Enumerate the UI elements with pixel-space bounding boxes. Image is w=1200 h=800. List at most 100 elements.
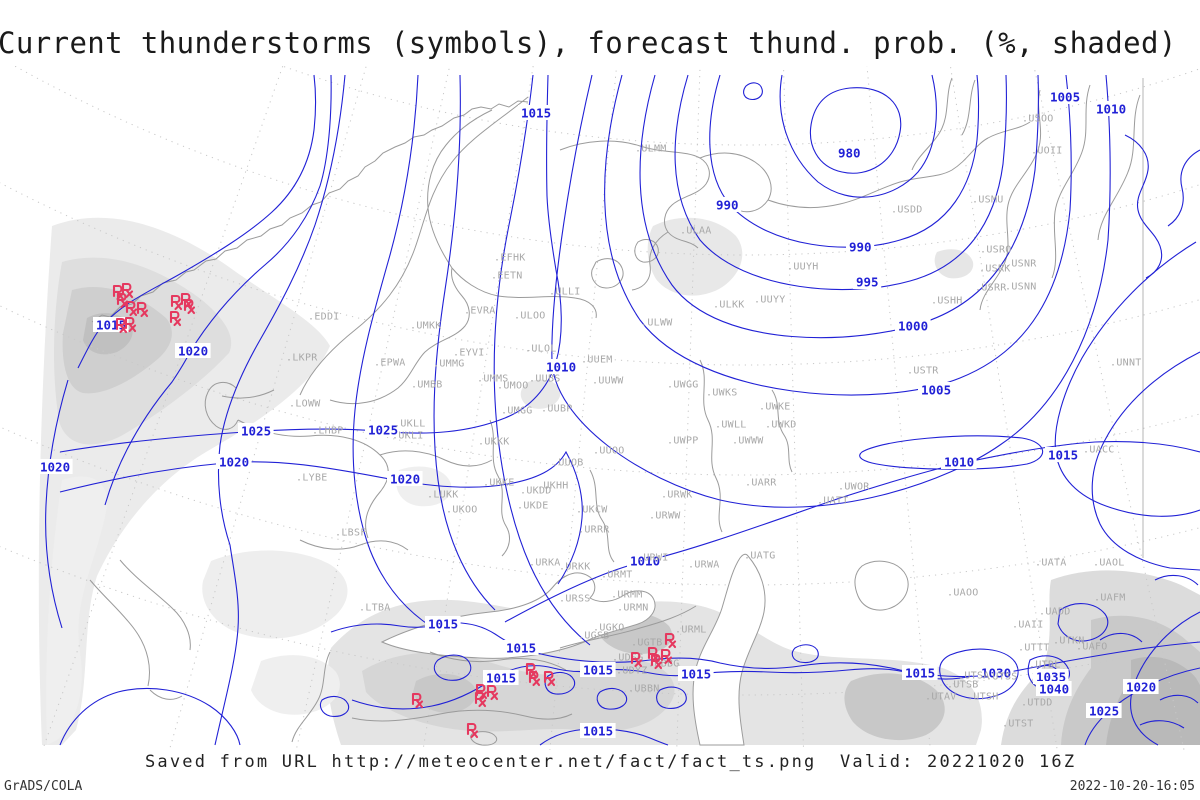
station-label: .UDSG — [612, 653, 644, 664]
station-label: .UTAV — [925, 692, 957, 703]
station-label: .USRR — [975, 283, 1007, 294]
station-label: .UATT — [817, 496, 849, 507]
station-label: .URWW — [649, 511, 681, 522]
station-label: .UWOR — [838, 482, 870, 493]
station-label: .USRO — [980, 245, 1012, 256]
station-label: .UGTB — [631, 638, 663, 649]
station-label: .UWGG — [667, 380, 699, 391]
station-label: .UUBP — [541, 404, 573, 415]
station-label: .UMKK — [410, 321, 442, 332]
isobar-label: 1015 — [96, 318, 126, 333]
isobar-label: 1005 — [1050, 90, 1080, 105]
station-label: .ULAA — [680, 226, 712, 237]
station-label: .URSS — [559, 594, 591, 605]
isobar-label: 1025 — [368, 423, 398, 438]
station-label: .UKCW — [576, 505, 608, 516]
station-label: .UTSB — [947, 680, 979, 691]
station-label: .URMN — [617, 603, 649, 614]
station-label: .UGKO — [593, 623, 625, 634]
station-label: .UTSH — [967, 692, 999, 703]
station-label: .UKOO — [446, 505, 478, 516]
isobar-label: 1010 — [546, 360, 576, 375]
station-label: .UTST — [1002, 719, 1034, 730]
station-label: .UUBS — [529, 374, 561, 385]
station-label: .UTDL — [1029, 660, 1061, 671]
station-label: .UMMS — [477, 374, 509, 385]
station-label: .URKK — [559, 562, 591, 573]
isobar-label: 1020 — [178, 344, 208, 359]
station-label: .UWLL — [715, 420, 747, 431]
station-label: .UNNT — [1110, 358, 1142, 369]
station-label: .ULOL — [525, 344, 557, 355]
station-label: .UAOO — [947, 588, 979, 599]
station-label: .URWK — [661, 490, 693, 501]
isobar-label: 1020 — [219, 455, 249, 470]
station-label: .UBBG — [648, 659, 680, 670]
isobar-label: 1040 — [1039, 682, 1069, 697]
station-label: .ULMM — [635, 144, 667, 155]
station-label: .UKKE — [483, 478, 515, 489]
station-label: .UKDD — [520, 486, 552, 497]
station-label: .UUWW — [592, 376, 624, 387]
isobar-label: 1015 — [583, 663, 613, 678]
isobar-layer — [45, 74, 1200, 746]
station-label: .UUYY — [754, 295, 786, 306]
isobar-label: 1020 — [1126, 680, 1156, 695]
station-label: .UUOB — [552, 458, 584, 469]
station-label: .UACC — [1083, 445, 1115, 456]
station-label: .UMBB — [411, 380, 443, 391]
station-label: .UGSB — [578, 631, 610, 642]
station-label: .USMU — [972, 195, 1004, 206]
station-label: .UWKS — [706, 388, 738, 399]
station-label: .UKLI — [392, 431, 424, 442]
station-label: .URML — [675, 625, 707, 636]
station-label: .URWI — [637, 553, 669, 564]
station-label: .UOII — [1031, 146, 1063, 157]
isobar-label: 1015 — [583, 724, 613, 739]
station-label: .USOO — [1022, 114, 1054, 125]
station-label: .UTKN — [1053, 636, 1085, 647]
isobar-label: 990 — [849, 240, 872, 255]
station-label: .USTR — [907, 366, 939, 377]
station-label: .URKA — [529, 558, 561, 569]
station-label: .UUOO — [593, 446, 625, 457]
station-label: .LTBA — [359, 603, 391, 614]
station-label: .UTSS — [986, 672, 1018, 683]
isobar-label: 1015 — [506, 641, 536, 656]
station-label: .UAOL — [1093, 558, 1125, 569]
isobar-label: 1025 — [1089, 704, 1119, 719]
footer-valid-time: Valid: 20221020 16Z — [840, 752, 1077, 772]
isobar-label: 990 — [716, 198, 739, 213]
station-label: .ULOO — [514, 311, 546, 322]
footer-source-url: Saved from URL http://meteocenter.net/fa… — [145, 752, 817, 772]
station-label: .LOWW — [289, 399, 321, 410]
isobar-label: 1015 — [681, 667, 711, 682]
isobar-label: 1015 — [1048, 448, 1078, 463]
station-label: .UMMG — [433, 359, 465, 370]
station-label: .UATA — [1035, 558, 1067, 569]
isobar-label: 1015 — [428, 617, 458, 632]
station-label: .LUKK — [427, 490, 459, 501]
station-label: .UMOO — [497, 381, 529, 392]
station-label: .USHH — [931, 296, 963, 307]
station-label: .UTDD — [1021, 698, 1053, 709]
isobar-label: 1020 — [40, 460, 70, 475]
station-label: .USDD — [891, 205, 923, 216]
station-label: .EVRA — [464, 306, 496, 317]
station-label: .UAII — [1012, 620, 1044, 631]
station-label: .USNN — [1005, 282, 1037, 293]
isobar-label: 1005 — [921, 383, 951, 398]
station-label: .URWA — [688, 560, 720, 571]
station-label: .UWKE — [759, 402, 791, 413]
station-label: .UWKD — [765, 420, 797, 431]
station-label: .EETN — [491, 271, 523, 282]
isobar-label: 1020 — [390, 472, 420, 487]
isobar-label: 1035 — [1036, 670, 1066, 685]
station-label: .UMGG — [501, 406, 533, 417]
isobar-label: 1015 — [486, 671, 516, 686]
station-label: .UTTT — [1018, 643, 1050, 654]
isobar-label: 1030 — [981, 666, 1011, 681]
station-label: .EFHK — [494, 253, 526, 264]
